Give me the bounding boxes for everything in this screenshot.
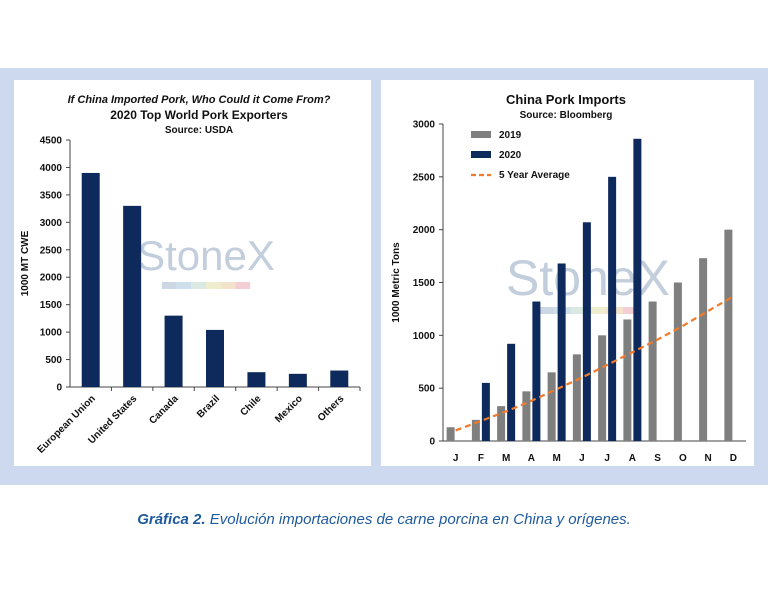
bar-2020 bbox=[582, 222, 591, 441]
watermark-stripe bbox=[588, 307, 606, 314]
x-tick-label: A bbox=[528, 453, 535, 464]
watermark-stripe bbox=[535, 307, 553, 314]
bar-2020 bbox=[608, 176, 617, 441]
caption-text: Evolución importaciones de carne porcina… bbox=[205, 511, 631, 528]
bar-2019 bbox=[598, 335, 607, 441]
x-tick-label: Others bbox=[316, 393, 347, 424]
watermark-stripe bbox=[206, 282, 221, 289]
legend-swatch bbox=[471, 151, 491, 158]
watermark-stripe bbox=[176, 282, 192, 289]
exporters-chart-panel: If China Imported Pork, Who Could it Com… bbox=[14, 80, 371, 466]
x-tick-label: Brazil bbox=[195, 393, 222, 420]
bar-2019 bbox=[623, 319, 632, 441]
chart-source: Source: Bloomberg bbox=[520, 110, 613, 121]
x-tick-label: Canada bbox=[147, 393, 181, 427]
bar-2020 bbox=[507, 343, 516, 441]
bar-2019 bbox=[673, 282, 682, 441]
watermark-stripe bbox=[623, 307, 641, 314]
bar-2020 bbox=[532, 301, 541, 441]
bar-2019 bbox=[699, 258, 708, 441]
chart-title: China Pork Imports bbox=[506, 92, 626, 107]
exporters-chart: If China Imported Pork, Who Could it Com… bbox=[20, 94, 361, 456]
bar-2019 bbox=[497, 406, 506, 441]
legend-label: 2019 bbox=[499, 130, 522, 141]
x-tick-label: J bbox=[579, 453, 585, 464]
bar bbox=[123, 205, 142, 387]
legend-swatch bbox=[471, 131, 491, 138]
bar-2019 bbox=[724, 229, 733, 441]
bar bbox=[164, 315, 183, 387]
y-tick-label: 2500 bbox=[40, 245, 63, 256]
y-tick-label: 1000 bbox=[413, 331, 436, 342]
watermark-stripe bbox=[220, 282, 236, 289]
bar-2020 bbox=[557, 263, 566, 441]
x-tick-label: N bbox=[705, 453, 712, 464]
watermark-stripe bbox=[570, 307, 588, 314]
x-tick-label: D bbox=[730, 453, 737, 464]
y-tick-label: 3000 bbox=[40, 218, 63, 229]
bar bbox=[247, 372, 266, 387]
watermark-stripe bbox=[235, 282, 251, 289]
bar-2019 bbox=[572, 354, 581, 441]
x-tick-label: J bbox=[453, 453, 459, 464]
y-tick-label: 1500 bbox=[413, 278, 436, 289]
bar bbox=[81, 172, 100, 387]
bar-2019 bbox=[547, 372, 556, 441]
y-tick-label: 2500 bbox=[413, 172, 436, 183]
y-tick-label: 0 bbox=[56, 383, 62, 394]
legend-label: 5 Year Average bbox=[499, 170, 570, 181]
legend-label: 2020 bbox=[499, 150, 522, 161]
y-tick-label: 2000 bbox=[413, 225, 436, 236]
y-tick-label: 1500 bbox=[40, 300, 63, 311]
bar-2019 bbox=[471, 419, 480, 441]
watermark-logo: StoneX bbox=[137, 232, 275, 279]
y-tick-label: 3500 bbox=[40, 190, 63, 201]
x-tick-label: European Union bbox=[35, 393, 97, 455]
y-tick-label: 0 bbox=[429, 437, 435, 448]
y-tick-label: 500 bbox=[45, 355, 62, 366]
bar-2020 bbox=[481, 382, 490, 441]
x-tick-label: M bbox=[502, 453, 510, 464]
y-tick-label: 3000 bbox=[413, 120, 436, 131]
x-tick-label: F bbox=[478, 453, 484, 464]
y-tick-label: 1000 bbox=[40, 328, 63, 339]
x-tick-label: Chile bbox=[238, 393, 263, 418]
bar-2020 bbox=[633, 138, 642, 441]
chart-subtitle: 2020 Top World Pork Exporters bbox=[110, 108, 288, 122]
y-tick-label: 4000 bbox=[40, 163, 63, 174]
x-tick-label: S bbox=[654, 453, 661, 464]
y-axis-label: 1000 Metric Tons bbox=[391, 242, 402, 323]
watermark-stripe bbox=[161, 282, 177, 289]
average-line bbox=[455, 295, 734, 432]
bar-2019 bbox=[446, 427, 455, 441]
x-tick-label: O bbox=[679, 453, 687, 464]
x-tick-label: J bbox=[604, 453, 610, 464]
watermark-stripe bbox=[191, 282, 206, 289]
x-tick-label: Mexico bbox=[273, 393, 305, 425]
x-tick-label: A bbox=[629, 453, 636, 464]
bar bbox=[330, 370, 349, 387]
bar bbox=[206, 329, 224, 387]
y-axis-label: 1000 MT CWE bbox=[20, 230, 31, 296]
y-tick-label: 500 bbox=[418, 384, 435, 395]
y-tick-label: 2000 bbox=[40, 273, 63, 284]
bar bbox=[288, 373, 307, 387]
bar-2019 bbox=[648, 301, 657, 441]
y-tick-label: 4500 bbox=[40, 136, 63, 147]
caption-label: Gráfica 2. bbox=[137, 511, 206, 528]
figure-caption: Gráfica 2. Evolución importaciones de ca… bbox=[0, 511, 768, 528]
bar-2019 bbox=[522, 391, 531, 441]
chart-title: If China Imported Pork, Who Could it Com… bbox=[68, 94, 331, 106]
chart-source: Source: USDA bbox=[165, 125, 233, 136]
x-tick-label: M bbox=[552, 453, 560, 464]
